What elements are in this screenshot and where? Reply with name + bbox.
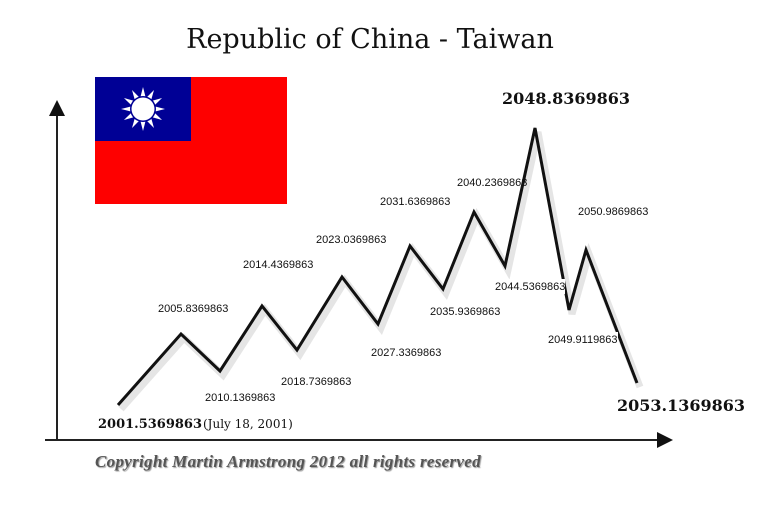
turning-point-label: 2049.9119863 xyxy=(548,334,618,346)
turning-point-label: 2053.1369863 xyxy=(617,396,745,415)
turning-point-label: 2018.7369863 xyxy=(281,376,351,388)
copyright-text: Copyright Martin Armstrong 2012 all righ… xyxy=(95,452,481,471)
turning-point-label: 2010.1369863 xyxy=(205,392,275,404)
turning-point-label: 2035.9369863 xyxy=(430,306,500,318)
taiwan-flag xyxy=(95,77,287,204)
page-title: Republic of China - Taiwan xyxy=(186,24,554,55)
turning-point-label: 2040.2369863 xyxy=(457,177,527,189)
sun-icon xyxy=(121,87,165,131)
turning-point-label: 2023.0369863 xyxy=(316,234,386,246)
turning-point-label: 2050.9869863 xyxy=(578,206,648,218)
turning-point-label: 2014.4369863 xyxy=(243,259,313,271)
start-date-note: (July 18, 2001) xyxy=(203,417,293,431)
turning-point-label: 2027.3369863 xyxy=(371,347,441,359)
turning-point-label: 2005.8369863 xyxy=(158,303,228,315)
cycle-wave-line xyxy=(116,127,639,406)
turning-point-label: 2044.5369863 xyxy=(495,281,565,293)
turning-point-label: 2031.6369863 xyxy=(380,196,450,208)
turning-point-label: 2001.5369863 xyxy=(98,417,202,432)
turning-point-label: 2048.8369863 xyxy=(502,89,630,108)
